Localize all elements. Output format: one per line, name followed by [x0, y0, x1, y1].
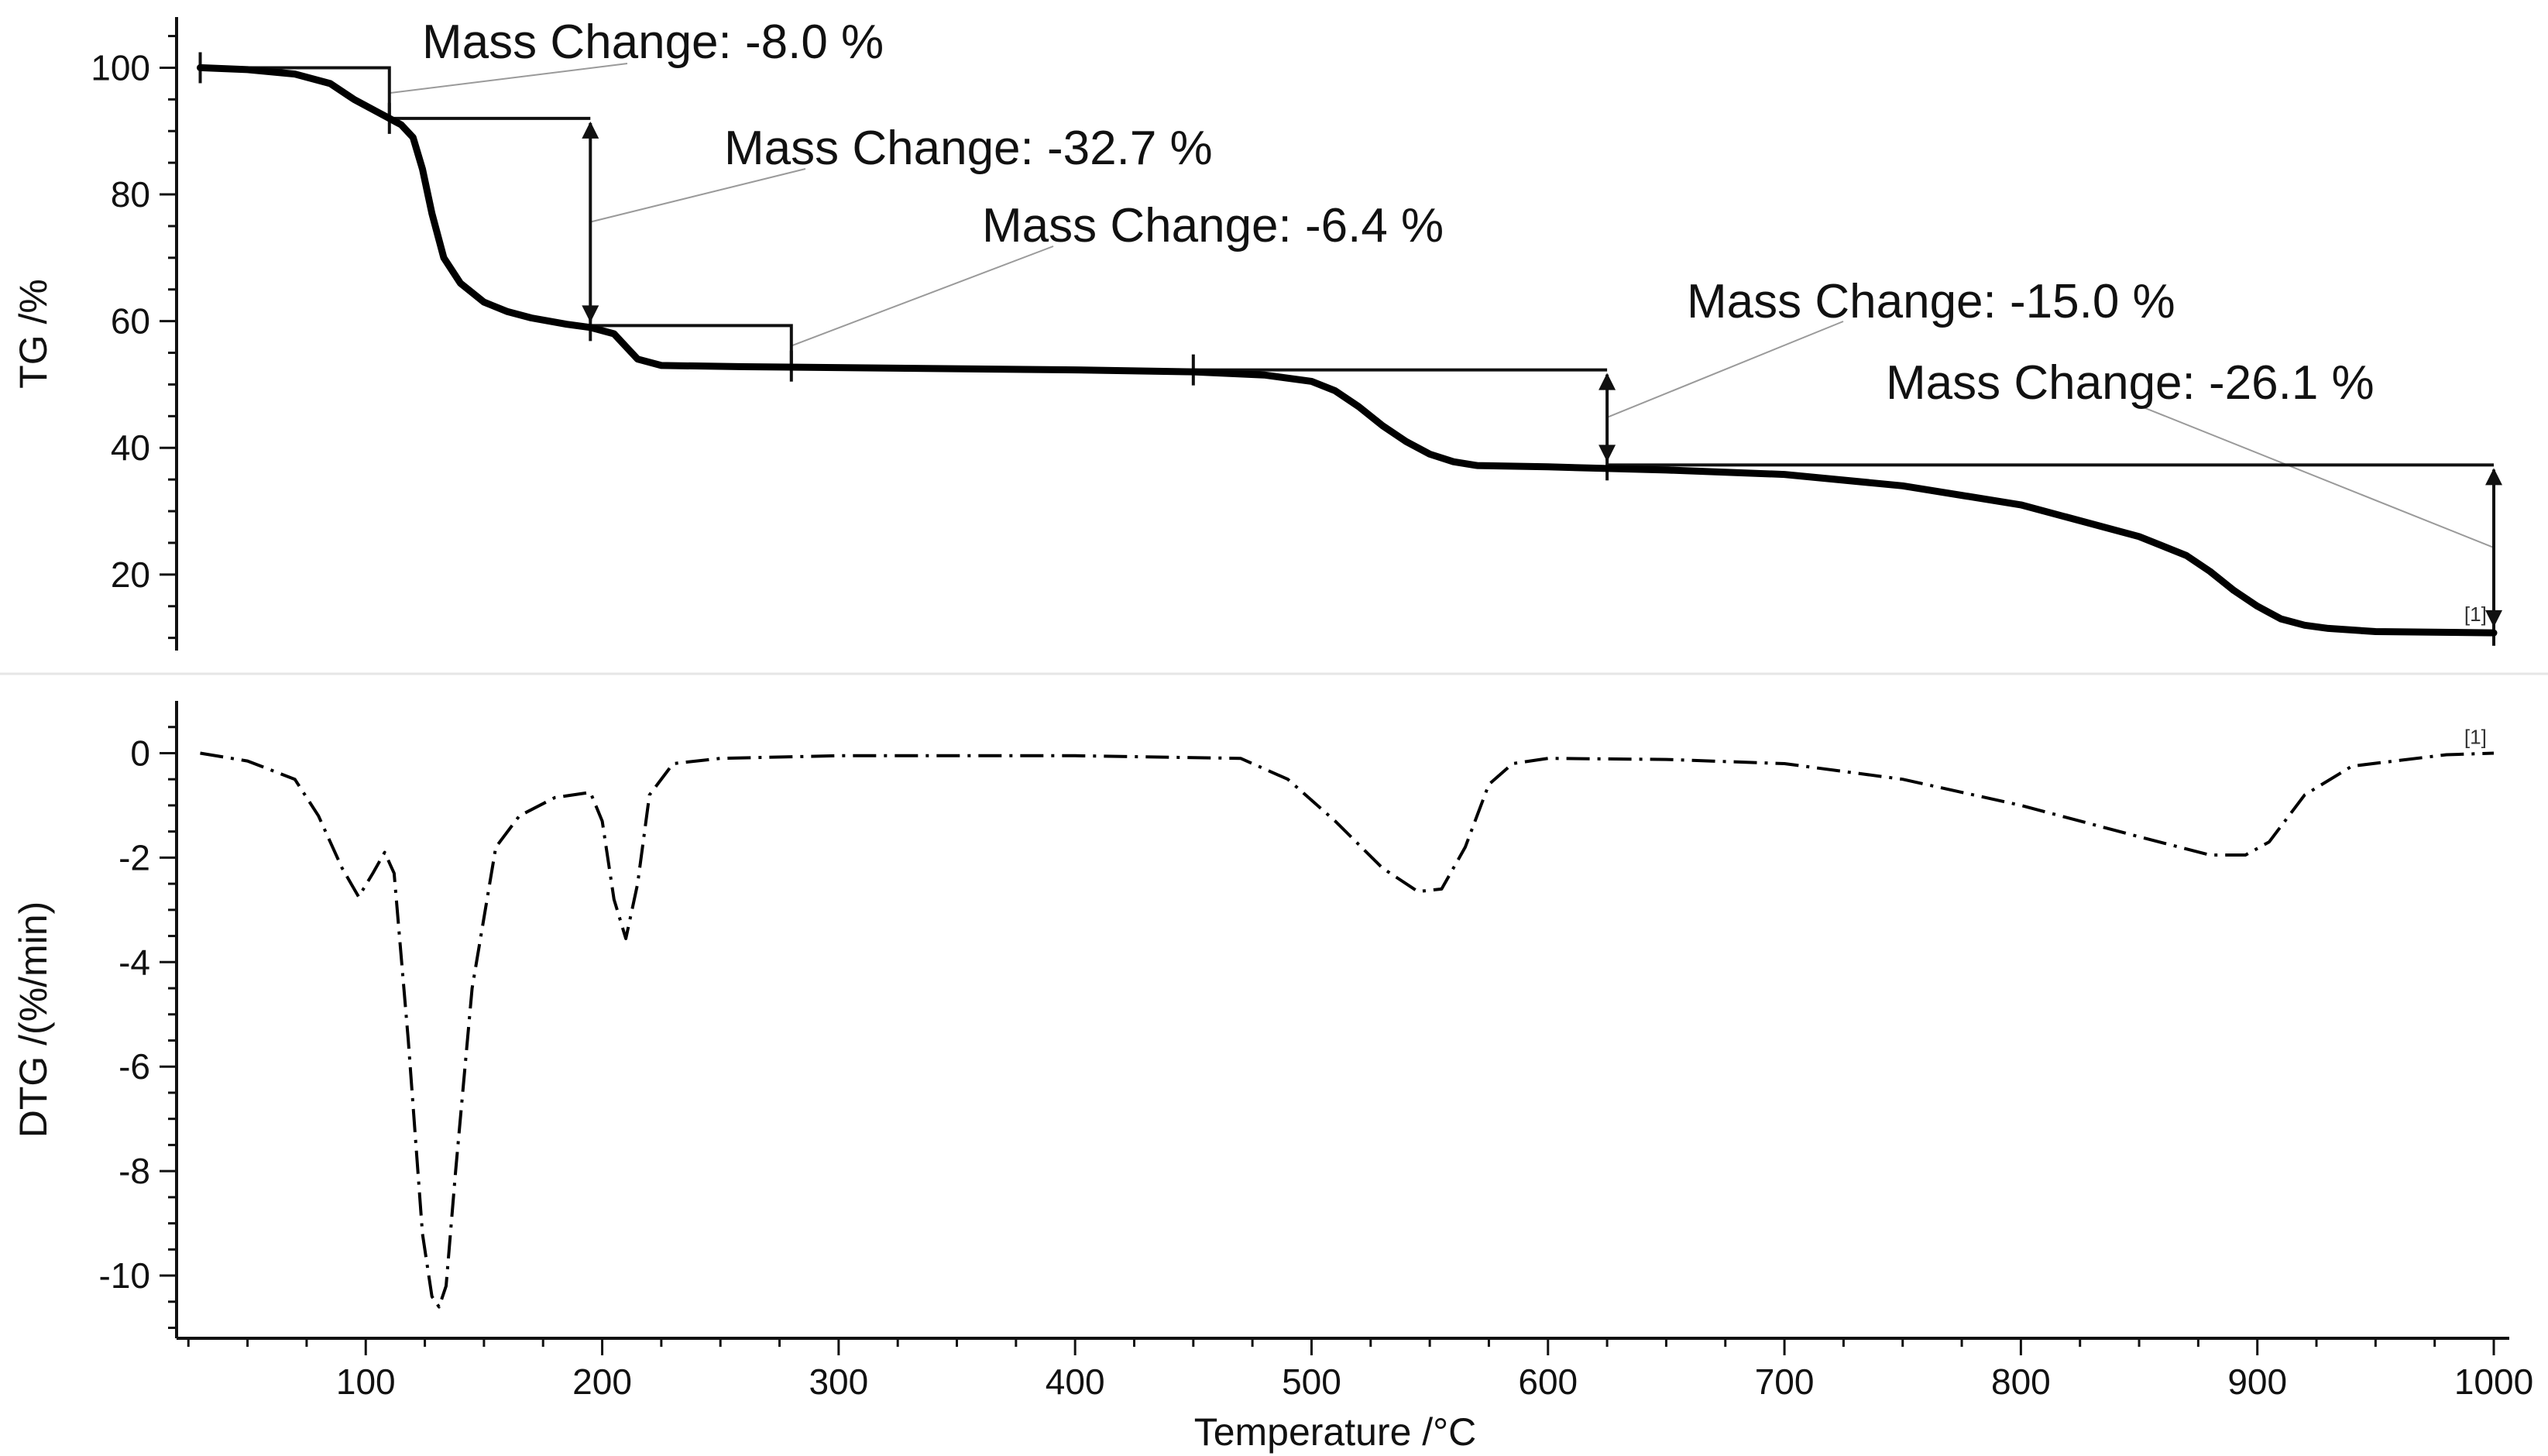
step-arrow-head-up [1599, 373, 1616, 390]
mass-change-label: Mass Change: -26.1 % [1886, 356, 2375, 410]
tg-curve [197, 64, 2498, 637]
mass-change-label: Mass Change: -32.7 % [724, 122, 1213, 175]
dtg-curve [200, 751, 2495, 1309]
tg-panel: 20 40 60 80 100 TG /% Mass Change: -8.0 % Mass … [12, 15, 2502, 651]
x-tick-label: 800 [1991, 1362, 2051, 1402]
x-tick-label: 200 [572, 1362, 632, 1402]
x-tick-label: 100 [336, 1362, 396, 1402]
tg-y-tick-label: 80 [111, 174, 150, 215]
step-leader-line [791, 246, 1054, 347]
mass-change-label: Mass Change: -8.0 % [422, 15, 884, 69]
step-leader-line [2141, 406, 2495, 549]
step-arrow-head-up [582, 121, 599, 139]
tg-y-tick-label: 40 [111, 428, 150, 468]
tg-y-tick-label: 60 [111, 301, 150, 342]
tg-y-tick-label: 100 [91, 47, 150, 88]
dtg-y-axis-title: DTG /(%/min) [12, 901, 55, 1138]
step-leader-line [389, 63, 628, 94]
x-tick-label: 300 [809, 1362, 868, 1402]
x-tick-label: 700 [1755, 1362, 1815, 1402]
dtg-curve-end-tag: [1] [2464, 725, 2487, 748]
x-tick-label: 1000 [2454, 1362, 2533, 1402]
dtg-y-tick-label: -10 [99, 1255, 150, 1296]
x-tick-label: 900 [2227, 1362, 2287, 1402]
x-tick-label: 500 [1282, 1362, 1341, 1402]
dtg-y-tick-label: -4 [118, 942, 150, 982]
step-leader-line [590, 168, 806, 223]
dtg-panel: 0 -2 -4 -6 -8 -10 100 200 300 400 500 600 700 800 900 1… [12, 701, 2533, 1454]
x-axis-title: Temperature /°C [1194, 1410, 1477, 1454]
dtg-y-tick-label: 0 [130, 733, 150, 773]
dtg-y-tick-label: -2 [118, 837, 150, 877]
mass-change-label: Mass Change: -15.0 % [1687, 275, 2175, 328]
step-leader-line [1606, 321, 1844, 418]
dtg-y-tick-label: -8 [118, 1151, 150, 1191]
tg-curve-end-tag: [1] [2464, 603, 2487, 626]
step-arrow-head-up [2485, 468, 2502, 486]
mass-change-label: Mass Change: -6.4 % [982, 199, 1444, 252]
tg-y-tick-label: 20 [111, 555, 150, 595]
dtg-y-tick-label: -6 [118, 1046, 150, 1087]
x-tick-label: 600 [1518, 1362, 1578, 1402]
tg-y-axis-title: TG /% [12, 279, 55, 389]
x-tick-label: 400 [1046, 1362, 1105, 1402]
